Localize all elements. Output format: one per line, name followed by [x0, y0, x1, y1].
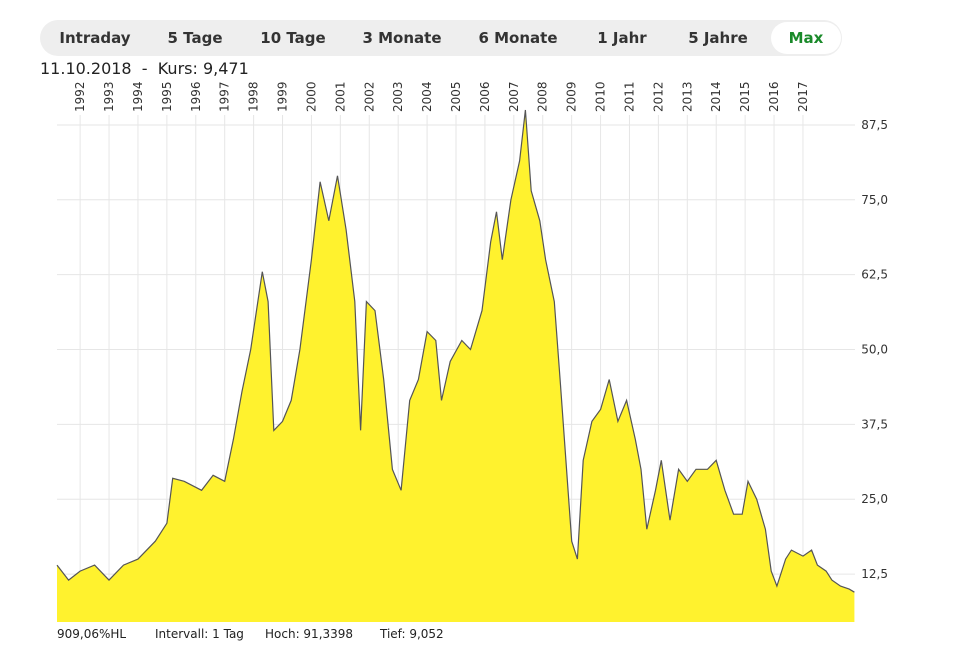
x-tick-label: 1998: [247, 81, 261, 112]
y-tick-label: 12,5: [861, 567, 888, 581]
footer-stat: 909,06%HL: [57, 627, 127, 641]
x-tick-label: 1992: [73, 81, 87, 112]
x-tick-label: 2006: [478, 81, 492, 112]
footer-stat: Hoch: 91,3398: [265, 627, 354, 641]
x-tick-label: 2003: [391, 81, 405, 112]
footer-stat: Tief: 9,052: [380, 627, 444, 641]
range-tab[interactable]: Max: [771, 22, 841, 54]
x-tick-label: 2016: [767, 81, 781, 112]
x-tick-label: 1995: [160, 81, 174, 112]
x-tick-label: 2012: [651, 81, 665, 112]
x-tick-label: 1997: [218, 81, 232, 112]
x-tick-label: 1994: [131, 81, 145, 112]
x-tick-label: 2002: [362, 81, 376, 112]
x-tick-label: 2011: [622, 81, 636, 112]
footer-stat: Intervall: 1 Tag: [155, 627, 244, 641]
x-tick-label: 2017: [796, 81, 810, 112]
x-tick-label: 2000: [304, 81, 318, 112]
x-tick-label: 2010: [594, 81, 608, 112]
x-tick-label: 2013: [680, 81, 694, 112]
x-tick-label: 2008: [536, 81, 550, 112]
range-tabs: Intraday 5 Tage 10 Tage 3 Monate 6 Monate 1 J…: [40, 20, 842, 56]
x-tick-label: 2015: [738, 81, 752, 112]
x-tick-label: 2007: [507, 81, 521, 112]
range-tab[interactable]: 1 Jahr: [597, 29, 647, 47]
y-tick-label: 75,0: [861, 193, 888, 207]
x-tick-label: 2014: [709, 81, 723, 112]
range-tab[interactable]: 5 Tage: [167, 29, 223, 47]
range-tab[interactable]: 3 Monate: [362, 29, 442, 47]
x-tick-label: 1996: [189, 81, 203, 112]
y-tick-label: 37,5: [861, 417, 888, 431]
x-tick-label: 1993: [102, 81, 116, 112]
y-tick-label: 50,0: [861, 343, 888, 357]
x-tick-label: 2009: [565, 81, 579, 112]
y-tick-label: 87,5: [861, 118, 888, 132]
x-tick-label: 2005: [449, 81, 463, 112]
x-tick-label: 1999: [276, 81, 290, 112]
x-tick-label: 2001: [333, 81, 347, 112]
y-tick-label: 62,5: [861, 268, 888, 282]
y-tick-label: 25,0: [861, 492, 888, 506]
range-tab[interactable]: 5 Jahre: [688, 29, 748, 47]
range-tab[interactable]: 10 Tage: [260, 29, 326, 47]
x-tick-label: 2004: [420, 81, 434, 112]
range-tab[interactable]: Intraday: [59, 29, 131, 47]
price-line: [56, 109, 855, 593]
quote-header: 11.10.2018 - Kurs: 9,471: [40, 59, 249, 78]
range-tab[interactable]: 6 Monate: [478, 29, 558, 47]
